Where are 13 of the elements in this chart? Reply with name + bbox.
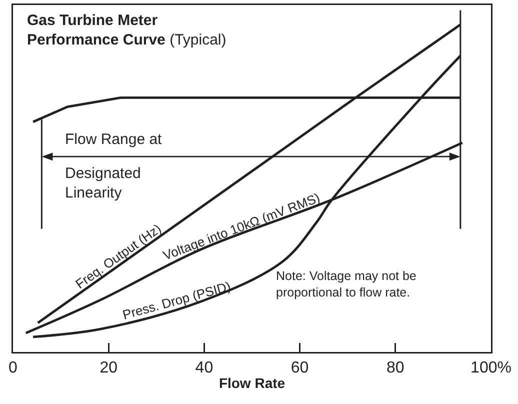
x-tick-label: 80 (386, 360, 404, 377)
annotation: Note: Voltage may not be proportional to flow rate. (276, 269, 416, 300)
x-axis-title: Flow Rate (218, 374, 286, 391)
x-tick-label: 60 (290, 360, 309, 377)
x-tick-label: 20 (100, 360, 118, 377)
text: Press. Drop (PSID) (120, 278, 232, 322)
text: (Typical) (170, 32, 226, 48)
x-tick-label: 40 (195, 360, 214, 377)
chart-title: Gas Turbine Meter Performance Curve (27, 12, 166, 48)
text: Voltage into 10kΩ (mV RMS) (160, 190, 322, 264)
x-tick-label: 100% (470, 360, 512, 377)
x-tick-label: 0 (8, 360, 18, 377)
annotation: Flow Range at Designated Linearity (65, 131, 163, 202)
